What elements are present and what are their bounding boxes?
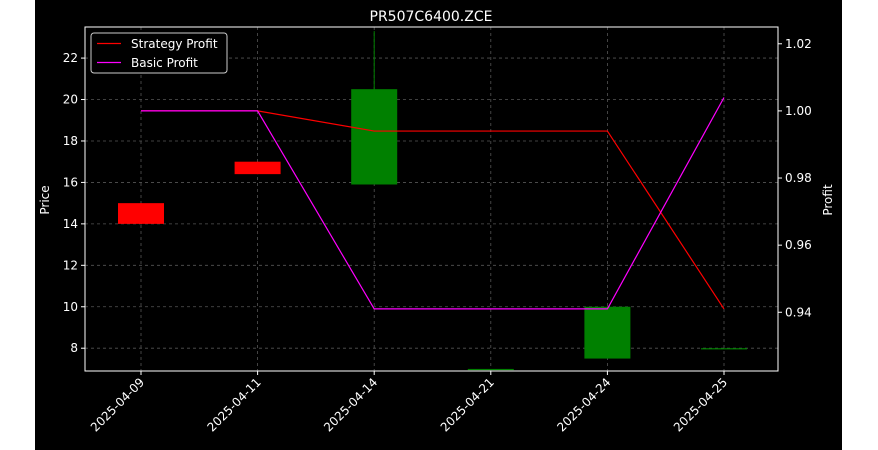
chart-svg: 8 10 12 14 16 18 20 22 0.94 0.96 0.98 1.00 1.02 2025-… bbox=[38, 9, 835, 435]
grid-layer bbox=[85, 27, 778, 371]
candle-body bbox=[118, 203, 164, 224]
candle-body bbox=[234, 161, 281, 175]
y-tick-label-left: 16 bbox=[63, 175, 78, 189]
y-tick-label-right: 0.98 bbox=[785, 171, 812, 185]
y-axis-label-left: Price bbox=[38, 185, 52, 214]
x-tick-label: 2025-04-25 bbox=[671, 375, 730, 434]
y-axis-label-right: Profit bbox=[821, 184, 835, 216]
y-tick-label-right: 0.94 bbox=[785, 305, 812, 319]
x-tick-label: 2025-04-11 bbox=[205, 375, 264, 434]
candle-layer bbox=[118, 31, 747, 371]
candle-body bbox=[584, 306, 631, 359]
y-tick-label-left: 10 bbox=[63, 300, 78, 314]
candle-body bbox=[701, 348, 747, 350]
plot-frame bbox=[84, 26, 779, 372]
x-tick-label: 2025-04-24 bbox=[554, 375, 613, 434]
y-tick-label-right: 1.02 bbox=[785, 37, 812, 51]
x-tick-label: 2025-04-09 bbox=[88, 375, 147, 434]
y-tick-label-left: 14 bbox=[63, 217, 78, 231]
legend-box bbox=[90, 32, 228, 74]
x-tick-label: 2025-04-21 bbox=[438, 375, 497, 434]
chart-title: PR507C6400.ZCE bbox=[370, 9, 493, 25]
y-tick-label-left: 22 bbox=[63, 51, 78, 65]
line-layer bbox=[141, 97, 725, 310]
y-tick-label-left: 8 bbox=[70, 341, 78, 355]
chart-figure: 8 10 12 14 16 18 20 22 0.94 0.96 0.98 1.00 1.02 2025-… bbox=[35, 0, 842, 450]
y-tick-label-left: 18 bbox=[63, 134, 78, 148]
strategy-profit-line bbox=[141, 110, 725, 310]
basic-profit-line bbox=[141, 97, 725, 310]
y-tick-label-left: 20 bbox=[63, 93, 78, 107]
candle-body bbox=[351, 89, 398, 185]
legend-label-basic: Basic Profit bbox=[131, 56, 198, 70]
x-tick-label: 2025-04-14 bbox=[321, 375, 380, 434]
y-tick-label-right: 1.00 bbox=[785, 104, 812, 118]
y-tick-label-left: 12 bbox=[63, 258, 78, 272]
legend: Strategy Profit Basic Profit bbox=[90, 32, 228, 74]
legend-label-strategy: Strategy Profit bbox=[131, 37, 218, 51]
y-tick-label-right: 0.96 bbox=[785, 238, 812, 252]
candle-body bbox=[467, 368, 514, 371]
axis-layer: 8 10 12 14 16 18 20 22 0.94 0.96 0.98 1.00 1.02 2025-… bbox=[63, 37, 812, 435]
